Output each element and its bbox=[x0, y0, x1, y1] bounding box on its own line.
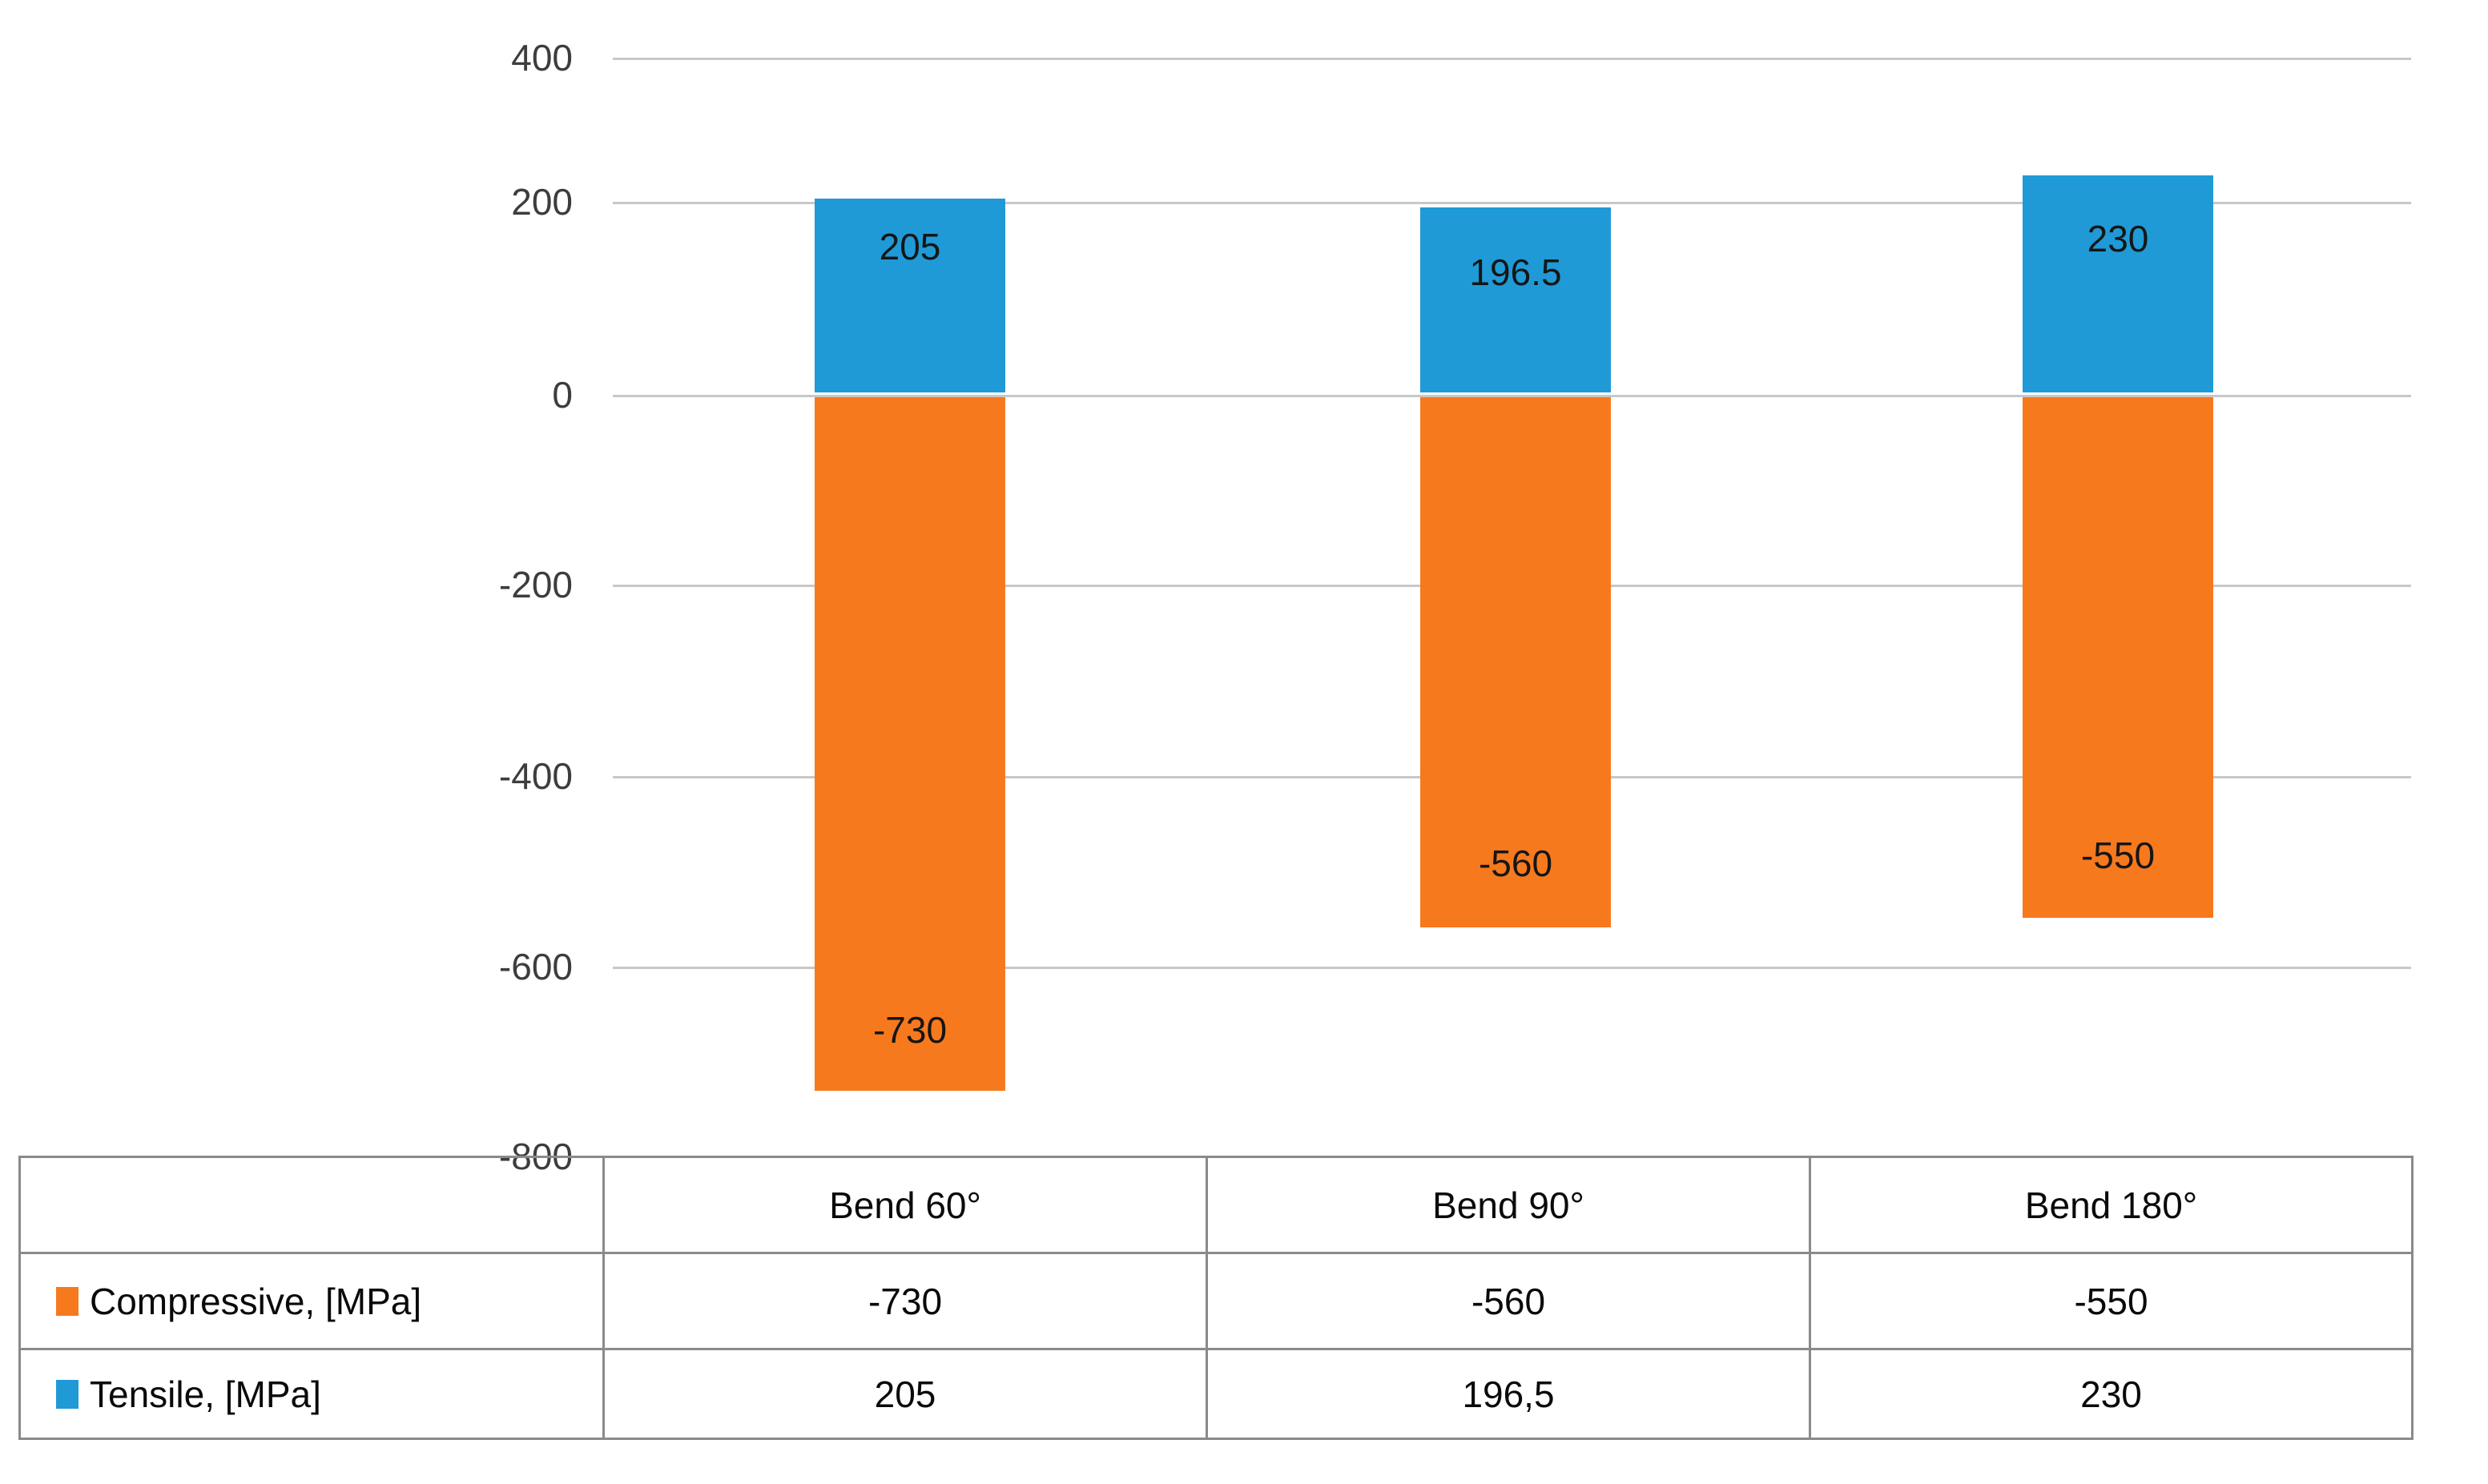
gridline-neg600 bbox=[613, 967, 2411, 969]
table-header-bend180: Bend 180° bbox=[1809, 1156, 2414, 1254]
data-label-bend90-tensile: 196.5 bbox=[1469, 251, 1562, 293]
y-axis-tick-0: 0 bbox=[552, 374, 573, 416]
table-cell-compressive-bend90: -560 bbox=[1206, 1252, 1811, 1350]
gridline-200 bbox=[613, 202, 2411, 204]
bar-bend180-tensile-segment bbox=[2023, 175, 2213, 392]
data-label-bend60-compressive: -730 bbox=[872, 1009, 948, 1051]
bar-bend90-compressive-segment bbox=[1420, 397, 1611, 927]
compressive-series-label: Compressive, [MPa] bbox=[90, 1280, 422, 1322]
bar-bend60-tensile-segment bbox=[815, 199, 1005, 392]
bar-bend60-compressive-segment bbox=[815, 397, 1005, 1091]
table-header-bend60: Bend 60° bbox=[602, 1156, 1208, 1254]
table-corner-cell bbox=[18, 1156, 605, 1254]
table-row-label-tensile: Tensile, [MPa] bbox=[18, 1348, 605, 1440]
bar-bend90-tensile-segment bbox=[1420, 207, 1611, 392]
table-cell-compressive-bend180: -550 bbox=[1809, 1252, 2414, 1350]
y-axis-tick-400: 400 bbox=[511, 37, 573, 78]
bar-bend180-compressive-segment bbox=[2023, 397, 2213, 918]
tensile-series-label: Tensile, [MPa] bbox=[90, 1373, 321, 1415]
data-label-bend180-compressive: -550 bbox=[2080, 834, 2156, 876]
data-table: Bend 60° Bend 90° Bend 180° Compressive,… bbox=[18, 1156, 2414, 1440]
table-row-label-compressive: Compressive, [MPa] bbox=[18, 1252, 605, 1350]
y-axis-tick-200: 200 bbox=[511, 181, 573, 223]
tensile-legend-swatch-icon bbox=[56, 1379, 79, 1409]
table-cell-tensile-bend180: 230 bbox=[1809, 1348, 2414, 1440]
y-axis-tick-neg200: -200 bbox=[498, 564, 573, 605]
table-header-bend90: Bend 90° bbox=[1206, 1156, 1811, 1254]
y-axis-tick-neg600: -600 bbox=[498, 946, 573, 987]
data-label-bend60-tensile: 205 bbox=[879, 226, 941, 267]
table-cell-tensile-bend90: 196,5 bbox=[1206, 1348, 1811, 1440]
table-cell-compressive-bend60: -730 bbox=[602, 1252, 1208, 1350]
data-label-bend180-tensile: 230 bbox=[2087, 218, 2149, 259]
data-label-bend90-compressive: -560 bbox=[1478, 843, 1553, 884]
gridline-0 bbox=[613, 395, 2411, 397]
compressive-legend-swatch-icon bbox=[56, 1286, 79, 1316]
gridline-400 bbox=[613, 58, 2411, 60]
table-cell-tensile-bend60: 205 bbox=[602, 1348, 1208, 1440]
y-axis-tick-neg400: -400 bbox=[498, 755, 573, 797]
